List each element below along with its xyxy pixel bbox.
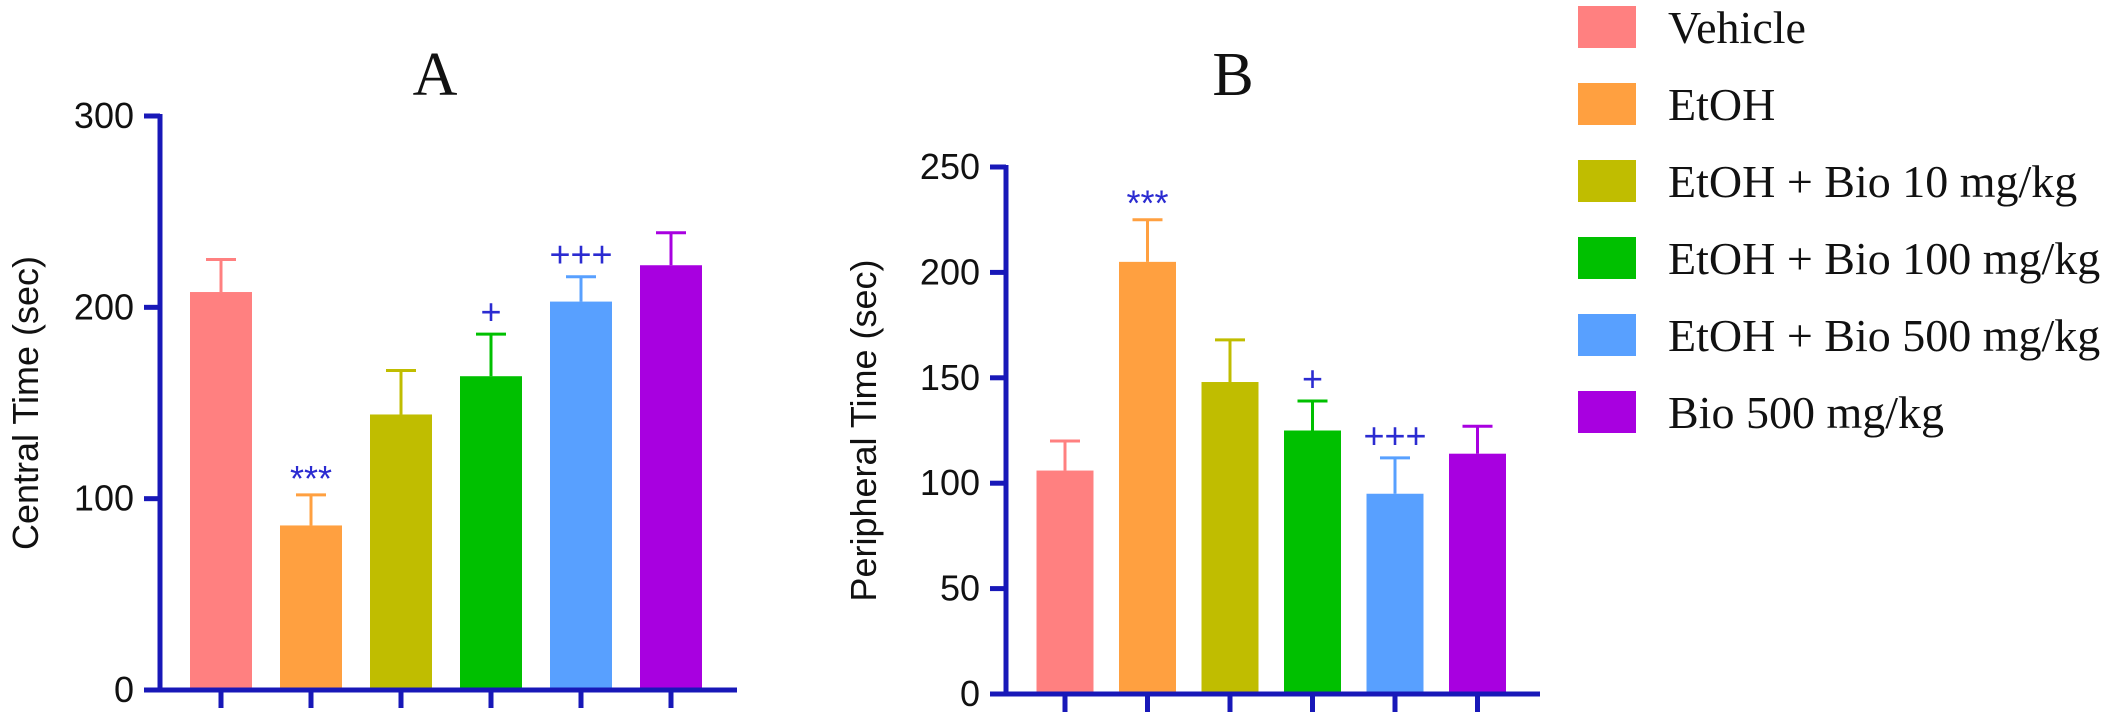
legend-swatch [1578,237,1636,279]
legend-swatch [1578,314,1636,356]
y-tick-label: 200 [74,286,134,327]
significance-label: *** [290,458,332,499]
y-tick-label: 100 [74,478,134,519]
bar [280,525,342,690]
bar [550,301,612,690]
axes [1003,165,1540,697]
legend-label: EtOH + Bio 10 mg/kg [1668,156,2077,207]
bar [1449,453,1506,694]
legend-swatch [1578,391,1636,433]
bar [1201,382,1259,694]
bar [640,265,702,690]
significance-label: +++ [1363,415,1426,456]
y-tick-label: 0 [114,669,134,710]
panel-title: B [1212,41,1253,109]
legend-label: EtOH + Bio 500 mg/kg [1668,310,2100,361]
legend: Vehicle EtOH EtOH + Bio 10 mg/kg EtOH + Bio… [1578,2,2100,438]
significance-label: + [480,291,501,332]
legend-swatch [1578,160,1636,202]
y-tick-label: 0 [960,673,980,714]
bar [1119,261,1176,694]
bar [370,414,432,690]
legend-label: EtOH + Bio 100 mg/kg [1668,233,2100,284]
chart-panel-b: B Peripheral Time (sec) 0 50 100 150 200 250 ***… [843,41,1540,714]
y-tick-label: 200 [920,251,980,292]
significance-label: + [1302,358,1323,399]
y-axis-title: Peripheral Time (sec) [843,259,884,601]
axes [157,114,737,693]
significance-label: *** [1126,183,1168,224]
y-tick-label: 150 [920,357,980,398]
legend-swatch [1578,6,1636,48]
legend-label: EtOH [1668,79,1775,130]
bar [190,292,252,690]
legend-label: Bio 500 mg/kg [1668,387,1944,438]
legend-label: Vehicle [1668,2,1806,53]
legend-swatch [1578,83,1636,125]
y-tick-label: 100 [920,462,980,503]
y-tick-label: 50 [940,568,980,609]
bar [460,376,522,690]
bar [1366,493,1424,694]
significance-label: +++ [549,234,612,275]
panel-title: A [413,41,458,109]
bar [1036,470,1094,694]
bar [1284,430,1341,694]
y-tick-label: 250 [920,146,980,187]
y-axis-title: Central Time (sec) [5,256,46,550]
y-tick-label: 300 [74,95,134,136]
